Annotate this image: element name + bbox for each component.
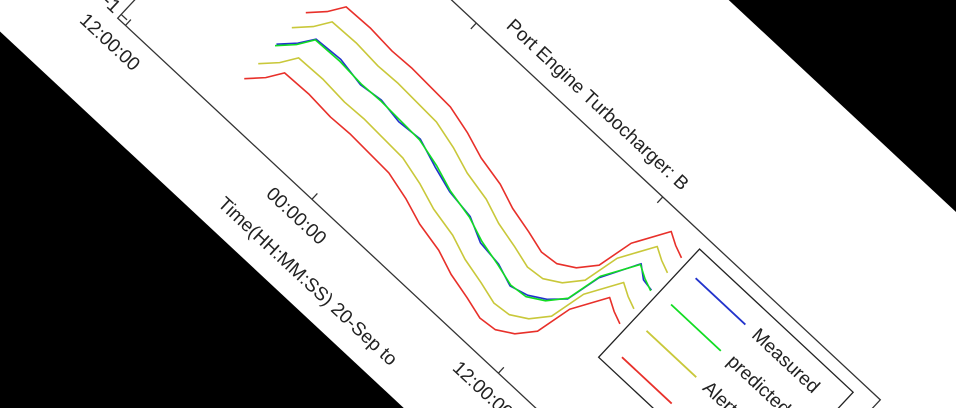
legend-swatch: [695, 277, 746, 326]
x-tick-top: [470, 22, 477, 30]
legend-swatch: [670, 303, 722, 352]
legend-swatch: [645, 330, 697, 378]
series-line: [291, 21, 669, 284]
y-tick: [120, 13, 128, 21]
legend-swatch: [621, 356, 673, 405]
plot-frame: [116, 0, 882, 408]
series-line: [274, 39, 652, 302]
x-tick: [311, 193, 318, 200]
series-line: [258, 57, 635, 320]
legend-box: [597, 248, 855, 408]
x-tick: [497, 366, 505, 374]
x-tick: [124, 19, 132, 26]
x-tick-top: [656, 196, 664, 204]
series-line: [244, 72, 621, 335]
series-line: [305, 6, 683, 269]
